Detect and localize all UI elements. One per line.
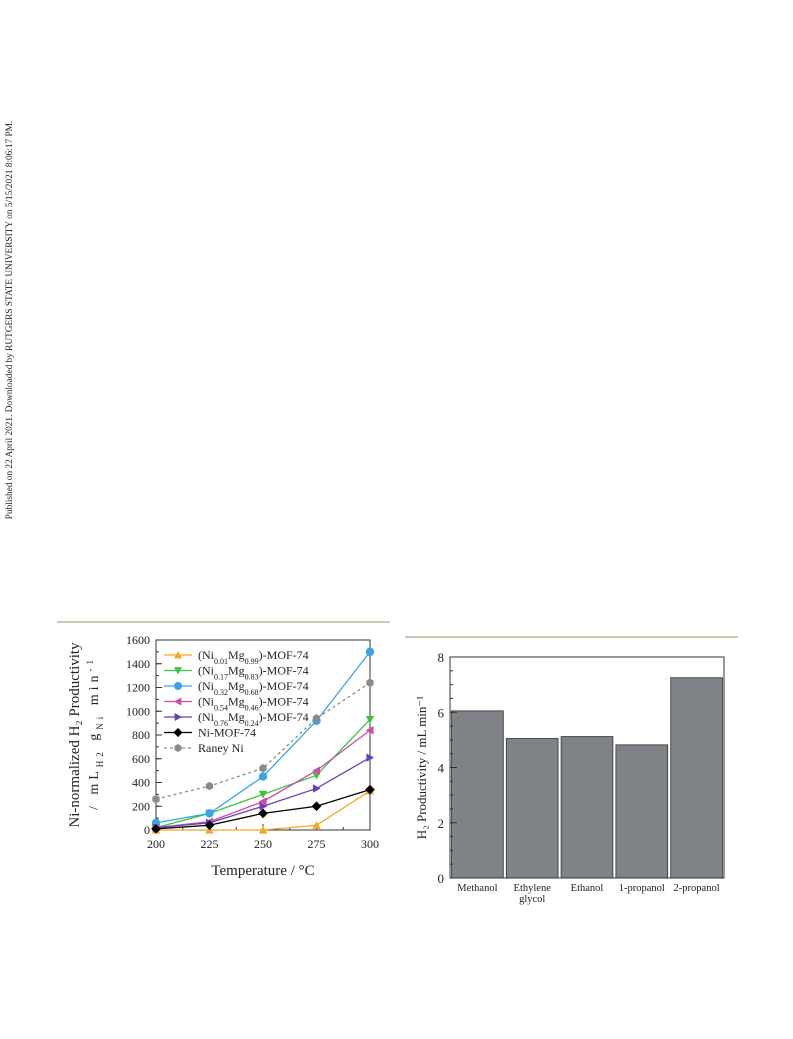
x-tick-label: 225	[201, 837, 219, 851]
legend-label: Raney Ni	[198, 741, 244, 755]
x-tick-label: 275	[308, 837, 326, 851]
data-point	[259, 764, 267, 773]
y-tick-label: 1200	[126, 681, 150, 695]
category-label: Ethanol	[571, 883, 604, 894]
y-axis-label-line1: Ni-normalized H₂ Productivity	[67, 642, 83, 828]
data-point	[365, 647, 375, 657]
y-tick-label: 6	[438, 705, 445, 720]
legend-label: (Ni0.32Mg0.68)-MOF-74	[198, 679, 309, 697]
data-point	[152, 794, 160, 804]
x-tick-label: 200	[147, 837, 165, 851]
bar	[505, 738, 559, 879]
category-label: Ethylene	[514, 883, 552, 894]
legend-marker	[174, 713, 182, 721]
data-point	[365, 726, 374, 735]
data-point	[258, 825, 268, 834]
y-tick-label: 0	[438, 871, 445, 886]
series-0	[151, 786, 375, 834]
category-label: Methanol	[457, 883, 497, 894]
y-axis-label: H₂ Productivity / mL min⁻¹	[414, 696, 429, 839]
y-tick-label: 200	[132, 799, 150, 813]
y-tick-label: 1000	[126, 704, 150, 718]
legend-marker	[174, 682, 182, 690]
data-point	[312, 714, 321, 723]
y-axis-label: Ni-normalized H₂ Productivity / mLH2 gNi …	[67, 642, 105, 828]
legend-marker	[173, 727, 183, 738]
y-tick-label: 400	[132, 776, 150, 790]
bar	[560, 736, 614, 879]
legend-label: Ni-MOF-74	[198, 726, 256, 740]
data-point	[205, 781, 214, 791]
data-point	[258, 797, 267, 806]
data-point	[312, 784, 321, 793]
data-point	[204, 820, 215, 831]
data-point	[258, 772, 268, 781]
data-point	[312, 766, 321, 775]
x-tick-label: 300	[361, 837, 379, 851]
data-point	[366, 753, 375, 762]
y-tick-label: 0	[144, 823, 150, 837]
divider-left	[57, 621, 390, 623]
category-label: 1-propanol	[619, 883, 665, 894]
y-tick-label: 8	[438, 650, 445, 665]
data-point	[366, 678, 374, 687]
legend-marker	[174, 667, 182, 675]
legend: (Ni0.01Mg0.99)-MOF-74(Ni0.17Mg0.83)-MOF-…	[164, 648, 309, 755]
side-note-text: Published on 22 April 2021. Downloaded b…	[5, 121, 15, 519]
y-tick-label: 1400	[126, 657, 150, 671]
category-label: 2-propanol	[674, 883, 720, 894]
category-label: glycol	[519, 894, 545, 905]
series-6	[152, 678, 374, 804]
data-point	[258, 790, 268, 799]
x-axis-label: Temperature / °C	[211, 863, 314, 879]
y-tick-label: 600	[132, 752, 150, 766]
legend-label: (Ni0.76Mg0.24)-MOF-74	[198, 710, 309, 728]
series-line	[155, 682, 371, 800]
y-tick-label: 4	[438, 761, 445, 776]
bar	[615, 744, 669, 879]
legend-marker	[174, 744, 182, 752]
legend-marker	[174, 697, 182, 706]
legend-label: (Ni0.01Mg0.99)-MOF-74	[198, 648, 309, 666]
data-point	[365, 715, 375, 724]
x-tick-label: 250	[254, 837, 272, 851]
data-point	[259, 802, 268, 811]
data-point	[312, 821, 321, 829]
y-tick-label: 800	[132, 728, 150, 742]
legend-label: (Ni0.17Mg0.83)-MOF-74	[198, 664, 309, 682]
data-point	[151, 823, 161, 834]
legend-label: (Ni0.54Mg0.46)-MOF-74	[198, 695, 309, 713]
data-point	[311, 801, 322, 812]
data-point	[205, 809, 214, 818]
data-point	[258, 808, 268, 819]
y-axis-label-line2: / mLH2 gNi min-1	[85, 660, 105, 810]
legend-marker	[174, 651, 182, 659]
side-note: Published on 22 April 2021. Downloaded b…	[5, 121, 15, 519]
bar	[670, 677, 723, 879]
y-tick-label: 1600	[126, 633, 150, 647]
y-tick-label: 2	[438, 816, 445, 831]
divider-right	[405, 636, 738, 638]
bar	[451, 710, 504, 879]
